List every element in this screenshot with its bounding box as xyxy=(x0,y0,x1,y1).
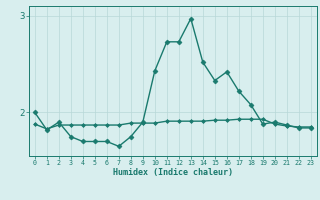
X-axis label: Humidex (Indice chaleur): Humidex (Indice chaleur) xyxy=(113,168,233,177)
